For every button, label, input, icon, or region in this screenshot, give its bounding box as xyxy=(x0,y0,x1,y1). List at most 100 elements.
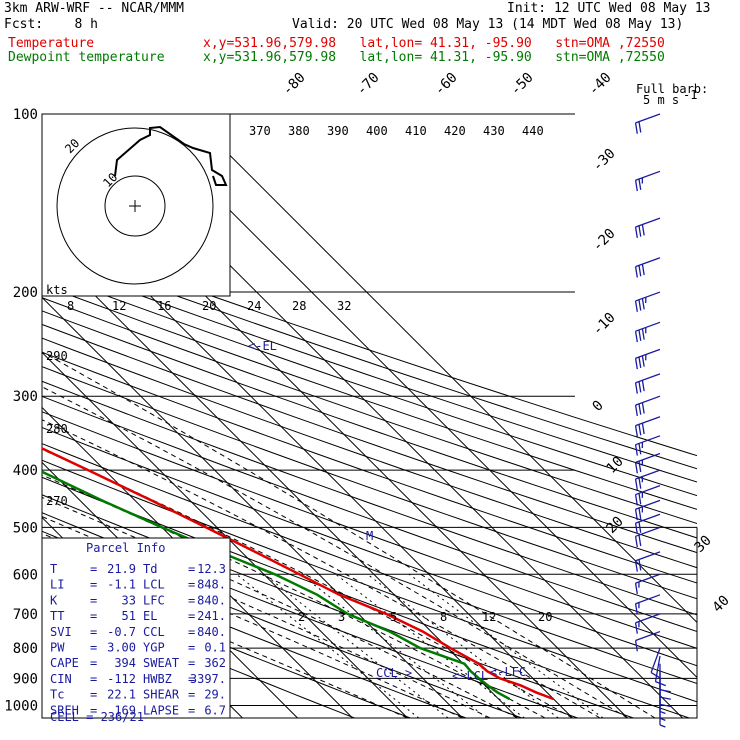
wind-barb-feather xyxy=(634,122,638,134)
isotherm-label: -10 xyxy=(590,310,619,339)
dry-adiabat-line xyxy=(42,589,355,719)
hodograph-ring xyxy=(104,175,166,237)
wind-barb-staff xyxy=(635,321,661,332)
parcel-row-label: Td xyxy=(143,562,157,576)
wind-barb xyxy=(634,485,661,506)
wind-barb-staff xyxy=(654,655,661,682)
parcel-row-eq: = xyxy=(90,703,97,717)
parcel-row-label: TT xyxy=(50,609,64,623)
theta-e-label: 400 xyxy=(366,124,388,138)
parcel-row-eq: = xyxy=(188,703,195,717)
parcel-row-label: LFC xyxy=(143,593,165,607)
wind-barb-feather xyxy=(650,672,661,679)
dry-adiabat-line xyxy=(42,297,697,525)
parcel-row-eq: = xyxy=(188,641,195,655)
parcel-row-eq: = xyxy=(188,688,195,702)
wind-barb-staff xyxy=(635,291,661,302)
dry-adiabat-line xyxy=(42,259,697,483)
pressure-tick-label: 800 xyxy=(13,641,38,657)
wind-barb-feather xyxy=(634,583,638,595)
parcel-row-eq: = xyxy=(188,562,195,576)
parcel-row-value: 241. xyxy=(197,609,226,623)
parcel-row-value: 29. xyxy=(204,688,226,702)
wind-barb-staff xyxy=(635,257,661,268)
wind-barb-feather xyxy=(634,536,638,548)
init-time: Init: 12 UTC Wed 08 May 13 xyxy=(507,1,711,16)
hodo-speed-label: 24 xyxy=(247,299,261,313)
wind-barb-feather xyxy=(638,443,642,455)
parcel-row-label: CCL xyxy=(143,625,165,639)
wind-barb-feather xyxy=(634,300,638,312)
hodo-speed-label: 8 xyxy=(67,299,74,313)
wind-barb-feather xyxy=(634,478,638,490)
theta-label: 270 xyxy=(46,494,68,508)
theta-e-label: 410 xyxy=(405,124,427,138)
parcel-row-label: SHEAR xyxy=(143,688,180,702)
wind-barb-staff xyxy=(635,469,661,480)
wind-barb xyxy=(634,499,661,521)
wind-barb xyxy=(634,594,661,615)
theta-e-label: 440 xyxy=(522,124,544,138)
wind-barb-staff xyxy=(635,594,661,605)
wind-barb-staff xyxy=(650,647,661,673)
dry-adiabat-line xyxy=(42,395,697,632)
dry-adiabat-line xyxy=(42,380,697,616)
wind-barb-feather xyxy=(634,331,638,343)
dry-adiabat-line xyxy=(42,271,697,497)
moist-adiabat-line xyxy=(42,532,463,719)
wind-barb-staff xyxy=(635,630,661,642)
dry-adiabat-line xyxy=(42,323,697,554)
parcel-row-value: 0.1 xyxy=(204,641,226,655)
temperature-profile xyxy=(42,446,554,701)
wind-barb xyxy=(650,647,661,679)
parcel-row-value: 22.1 xyxy=(107,688,136,702)
wind-barb-feather xyxy=(634,425,638,437)
parcel-row-label: LAPSE xyxy=(143,703,179,717)
parcel-row-eq: = xyxy=(90,641,97,655)
parcel-row-eq: = xyxy=(188,656,195,670)
wind-barb-feather xyxy=(659,717,666,721)
wind-barb xyxy=(634,291,661,312)
wind-barb-staff xyxy=(635,113,661,124)
wind-barb-feather xyxy=(638,477,642,489)
isotherm-line xyxy=(188,114,697,624)
dry-adiabat-line xyxy=(42,476,690,719)
hodo-speed-label: 12 xyxy=(112,299,126,313)
moist-adiabat-line xyxy=(42,419,601,719)
parcel-row-value: -0.7 xyxy=(107,625,136,639)
barb-legend-value: 5 m s xyxy=(643,93,679,107)
isotherm-line xyxy=(42,406,353,719)
wind-barb-feather xyxy=(638,493,642,505)
parcel-row-value: 12.3 xyxy=(197,562,226,576)
parcel-row-value: 51 xyxy=(122,609,136,623)
parcel-row-value: 362 xyxy=(204,656,226,670)
wind-barb xyxy=(659,663,671,693)
theta-e-label: 420 xyxy=(444,124,466,138)
parcel-row-label: YGP xyxy=(143,641,165,655)
wind-barb-feather xyxy=(641,298,645,310)
dewpoint-profile xyxy=(42,470,511,701)
parcel-row-value: 848. xyxy=(197,578,226,592)
wind-barb-staff xyxy=(635,170,661,181)
parcel-row-value: 6.7 xyxy=(204,703,226,717)
dry-adiabat-line xyxy=(42,234,697,457)
mixing-ratio-line xyxy=(236,573,420,719)
wind-barb xyxy=(634,526,661,548)
wind-barb-feather xyxy=(659,689,671,693)
wind-barb-feather xyxy=(638,265,642,277)
parcel-row-label: Tc xyxy=(50,688,64,702)
wind-barb xyxy=(634,435,661,456)
parcel-row-label: CAPE xyxy=(50,656,79,670)
mixing-ratio-label: 20 xyxy=(538,610,552,624)
theta-e-label: 370 xyxy=(249,124,271,138)
hodo-speed-label: 28 xyxy=(292,299,306,313)
isotherm-label: 20 xyxy=(604,514,627,537)
wind-barb-staff xyxy=(635,499,661,510)
moist-adiabat-line xyxy=(42,474,546,719)
parcel-row-label: LI xyxy=(50,578,64,592)
parcel-info-box xyxy=(41,537,231,719)
wind-barb-feather xyxy=(634,622,638,634)
wind-barb-feather xyxy=(634,404,638,417)
parcel-row-eq: = xyxy=(90,688,97,702)
